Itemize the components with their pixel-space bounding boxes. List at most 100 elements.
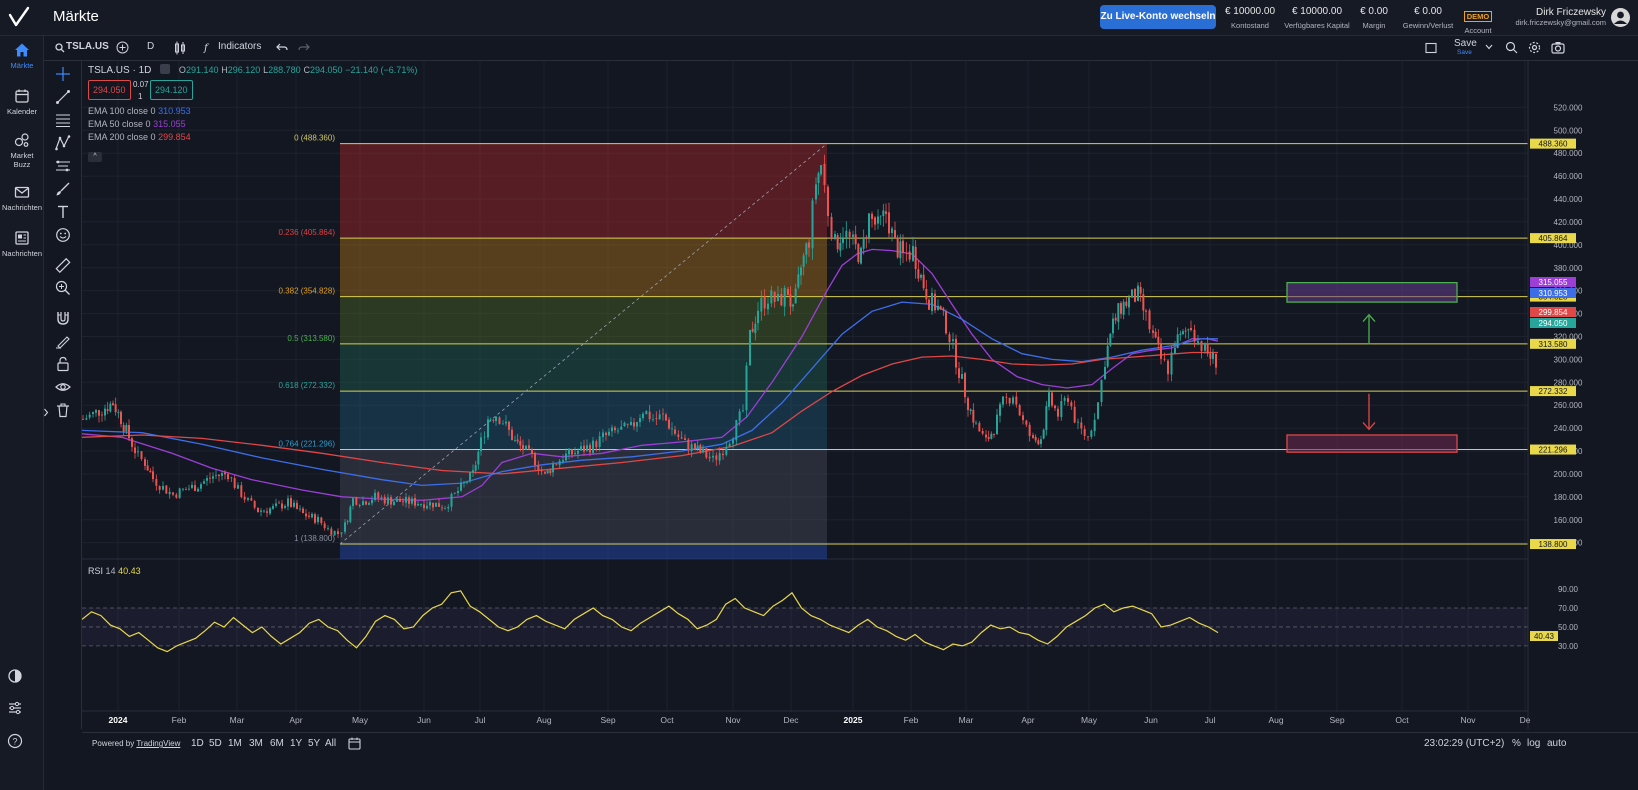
price-tick-label: 400.000 <box>1554 241 1583 250</box>
range-1m[interactable]: 1M <box>228 738 242 749</box>
range-5d[interactable]: 5D <box>209 738 222 749</box>
text-tool-icon[interactable] <box>55 204 71 220</box>
demo-account-indicator[interactable]: DEMO Account <box>1463 11 1493 35</box>
log-toggle[interactable]: log <box>1527 738 1541 749</box>
stay-in-drawing-mode-icon[interactable] <box>55 333 71 349</box>
settings-sliders-icon[interactable] <box>7 700 23 716</box>
gear-icon[interactable] <box>1528 41 1541 54</box>
chevron-down-icon[interactable] <box>1485 44 1493 50</box>
candle-body <box>592 440 594 453</box>
search-icon[interactable] <box>55 43 65 53</box>
range-6m[interactable]: 6M <box>270 738 284 749</box>
candle-body <box>879 215 882 217</box>
undo-icon[interactable] <box>276 42 288 53</box>
app-header: Märkte Zu Live-Konto wechseln € 10000.00… <box>0 0 1638 36</box>
ema-200-legend[interactable]: EMA 200 close 0 299.854 <box>88 132 191 142</box>
lock-icon[interactable] <box>55 356 71 372</box>
candle-body <box>1034 436 1037 441</box>
trash-icon[interactable] <box>55 402 71 418</box>
collapse-indicators-icon[interactable]: ^ <box>88 152 102 162</box>
clock-timezone[interactable]: 23:02:29 (UTC+2) <box>1424 738 1505 749</box>
quick-search-icon[interactable] <box>1505 41 1518 54</box>
candle-body <box>777 293 779 301</box>
crosshair-icon[interactable] <box>55 66 71 82</box>
save-button[interactable]: Save <box>1454 38 1477 49</box>
candle-body <box>1142 294 1145 311</box>
eye-icon[interactable] <box>55 379 71 395</box>
percent-toggle[interactable]: % <box>1512 738 1521 749</box>
brand-checkmark-icon[interactable] <box>8 6 30 28</box>
symbol-title[interactable]: TSLA.US · 1D <box>88 65 152 76</box>
zoom-in-icon[interactable] <box>55 280 71 296</box>
time-tick-label: De <box>1520 715 1531 725</box>
theme-toggle-icon[interactable] <box>7 668 23 684</box>
emoji-icon[interactable] <box>55 227 71 243</box>
time-tick-label: Aug <box>1268 715 1283 725</box>
help-icon[interactable]: ? <box>7 733 23 749</box>
nav-item-news-feed[interactable]: Nachrichten <box>0 230 44 258</box>
candle-body <box>423 504 425 508</box>
candles-style-icon[interactable] <box>174 41 186 55</box>
candle-body <box>114 404 117 413</box>
candle-body <box>149 470 152 473</box>
candle-body <box>738 411 741 421</box>
nav-item-markets[interactable]: Märkte <box>0 42 44 70</box>
collapse-toolbar-chevron-icon[interactable] <box>43 408 49 417</box>
nav-item-calendar[interactable]: Kalender <box>0 88 44 116</box>
chart-toolbar: TSLA.US D ƒ Indicators Save Save <box>44 36 1638 61</box>
auto-toggle[interactable]: auto <box>1547 738 1567 749</box>
candle-body <box>221 473 223 476</box>
candle-body <box>165 485 168 494</box>
candle-body <box>390 497 392 505</box>
nav-item-news[interactable]: Nachrichten <box>0 184 44 212</box>
indicators-fx-icon[interactable]: ƒ <box>203 41 216 54</box>
fullscreen-icon[interactable] <box>1425 42 1437 54</box>
collapse-legend-icon[interactable] <box>160 64 171 74</box>
candle-body <box>125 424 128 432</box>
brush-icon[interactable] <box>55 181 71 197</box>
candle-body <box>514 440 516 441</box>
candle-body <box>945 311 947 334</box>
range-5y[interactable]: 5Y <box>308 738 321 749</box>
forecast-icon[interactable] <box>55 158 71 174</box>
camera-icon[interactable] <box>1551 41 1565 54</box>
redo-icon[interactable] <box>298 42 310 53</box>
chart-area[interactable]: 0 (488.360) 0.236 (405.864) 0.382 (354.828… <box>82 61 1638 729</box>
price-chart[interactable]: 0 (488.360) 0.236 (405.864) 0.382 (354.828… <box>82 61 1638 729</box>
candle-body <box>735 420 738 441</box>
candle-body <box>1182 331 1184 335</box>
indicators-button[interactable]: Indicators <box>218 41 262 52</box>
avatar[interactable] <box>1611 8 1630 27</box>
magnet-icon[interactable] <box>55 310 71 326</box>
rsi-legend[interactable]: RSI 14 40.43 <box>88 566 141 576</box>
powered-by[interactable]: Powered by TradingView <box>92 739 181 748</box>
ema-100-legend[interactable]: EMA 100 close 0 310.953 <box>88 106 191 116</box>
sell-price-button[interactable]: 294.050 <box>88 80 131 100</box>
fib-retracement-icon[interactable] <box>55 112 71 128</box>
candle-body <box>751 328 754 332</box>
candle-body <box>745 365 748 411</box>
range-3m[interactable]: 3M <box>249 738 263 749</box>
goto-date-icon[interactable] <box>348 737 361 750</box>
candle-body <box>172 492 174 495</box>
buy-price-button[interactable]: 294.120 <box>150 80 193 100</box>
annotations[interactable] <box>1286 281 1458 453</box>
ruler-icon[interactable] <box>55 257 71 273</box>
compare-add-icon[interactable] <box>116 41 129 54</box>
switch-live-account-button[interactable]: Zu Live-Konto wechseln <box>1100 5 1216 29</box>
interval-select[interactable]: D <box>147 41 155 52</box>
range-1d[interactable]: 1D <box>191 738 204 749</box>
candle-body <box>215 475 217 477</box>
pattern-icon[interactable] <box>55 135 71 151</box>
range-all[interactable]: All <box>325 738 337 749</box>
symbol-search[interactable]: TSLA.US <box>66 41 109 52</box>
range-1y[interactable]: 1Y <box>290 738 303 749</box>
trend-line-icon[interactable] <box>55 89 71 105</box>
candle-body <box>377 492 380 499</box>
ema-50-legend[interactable]: EMA 50 close 0 315.055 <box>88 119 186 129</box>
nav-item-market-buzz[interactable]: Market Buzz <box>0 132 44 169</box>
fib-retracement[interactable]: 0 (488.360) 0.236 (405.864) 0.382 (354.828… <box>279 134 1529 559</box>
candle-body <box>568 448 570 455</box>
user-name[interactable]: Dirk Friczewsky <box>1536 7 1606 18</box>
candle-body <box>522 445 524 451</box>
